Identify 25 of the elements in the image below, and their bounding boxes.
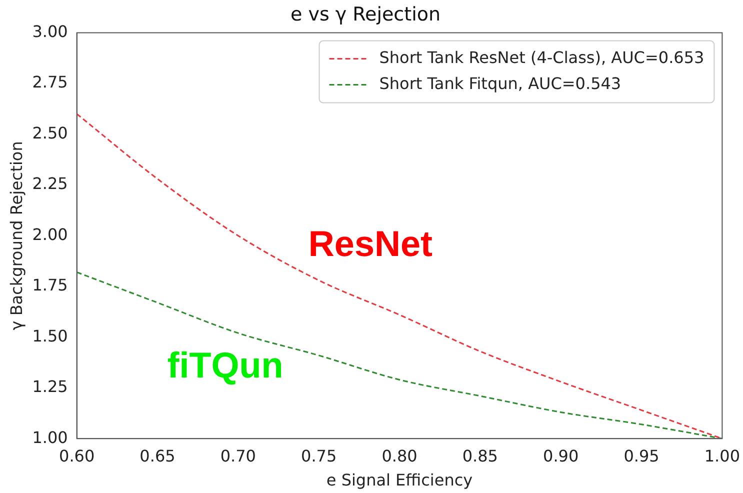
chart-title: e vs γ Rejection <box>290 3 441 26</box>
y-axis-title: γ Background Rejection <box>6 141 26 330</box>
x-axis-title: e Signal Efficiency <box>326 470 473 490</box>
x-tick-label: 0.60 <box>59 446 95 466</box>
y-tick-label: 3.00 <box>32 22 68 41</box>
x-tick-label: 0.80 <box>382 446 418 466</box>
legend-label: Short Tank Fitqun, AUC=0.543 <box>379 74 622 93</box>
y-tick-label: 2.75 <box>32 72 68 92</box>
y-tick-label: 2.50 <box>32 123 68 142</box>
x-tick-label: 0.85 <box>462 446 498 466</box>
annotation: ResNet <box>308 222 432 264</box>
y-tick-label: 1.00 <box>32 428 68 447</box>
y-tick-label: 1.25 <box>32 377 68 396</box>
legend-label: Short Tank ResNet (4-Class), AUC=0.653 <box>379 48 704 67</box>
x-tick-label: 0.90 <box>543 446 579 466</box>
x-tick-label: 0.65 <box>140 446 176 466</box>
annotation: fiTQun <box>167 344 284 386</box>
x-tick-label: 0.75 <box>301 446 337 466</box>
y-tick-label: 2.00 <box>32 224 68 244</box>
x-tick-label: 1.00 <box>704 446 740 466</box>
y-tick-label: 1.75 <box>32 276 68 295</box>
x-tick-label: 0.70 <box>220 446 256 466</box>
x-tick-label: 0.95 <box>624 446 660 466</box>
y-tick-label: 2.25 <box>32 174 68 194</box>
y-tick-label: 1.50 <box>32 326 68 346</box>
